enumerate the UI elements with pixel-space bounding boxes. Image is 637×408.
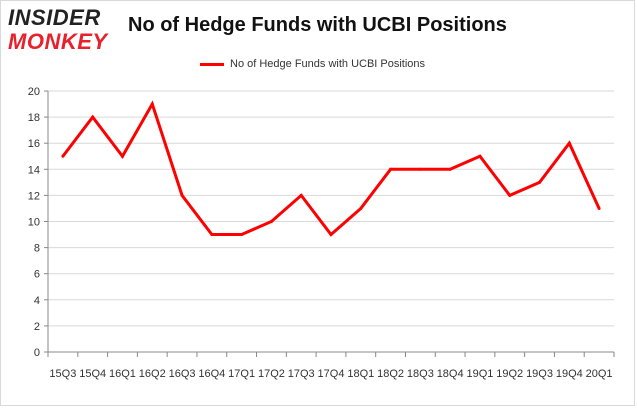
x-tick-label: 19Q2 [496,368,523,380]
x-tick-label: 15Q3 [49,368,76,380]
x-tick-label: 16Q3 [169,368,196,380]
data-point [478,154,482,158]
y-tick-label: 16 [28,138,40,150]
data-point [61,154,65,158]
x-tick-label: 18Q3 [407,368,434,380]
y-tick-label: 12 [28,190,40,202]
chart-title: No of Hedge Funds with UCBI Positions [128,14,507,36]
logo-text-bottom: MONKEY [8,29,108,54]
axes [44,90,615,357]
x-tick-label: 15Q4 [79,368,106,380]
x-tick-label: 20Q1 [586,368,613,380]
x-tick-label: 18Q2 [377,368,404,380]
legend-swatch [200,62,224,66]
data-point [418,167,422,171]
legend-label: No of Hedge Funds with UCBI Positions [230,58,426,70]
y-tick-label: 10 [28,217,40,229]
data-point [389,167,393,171]
y-tick-label: 0 [34,347,40,359]
y-tick-label: 8 [34,243,40,255]
data-point [91,115,95,119]
y-tick-label: 4 [34,295,40,307]
y-tick-label: 6 [34,269,40,281]
data-point [359,206,363,210]
x-tick-label: 17Q4 [318,368,345,380]
x-tick-label: 19Q4 [556,368,583,380]
data-point [538,180,542,184]
data-point [210,233,214,237]
data-point [597,206,601,210]
x-tick-label: 18Q1 [347,368,374,380]
x-tick-label: 19Q3 [526,368,553,380]
x-tick-label: 16Q1 [109,368,136,380]
series-layer [61,100,601,237]
data-point [299,193,303,197]
data-point [180,193,184,197]
y-tick-label: 20 [28,86,40,98]
y-tick-label: 2 [34,321,40,333]
data-point [329,233,333,237]
y-tick-label: 14 [28,164,40,176]
data-point [567,141,571,145]
data-point [269,220,273,223]
data-point [150,102,154,106]
x-tick-label: 16Q2 [139,368,166,380]
x-tick-label: 19Q1 [466,368,493,380]
logo-text-top: INSIDER [8,5,101,30]
x-tick-label: 18Q4 [437,368,464,380]
x-tick-label: 17Q3 [288,368,315,380]
x-tick-label: 17Q2 [258,368,285,380]
data-point [240,233,244,237]
x-tick-label: 17Q1 [228,368,255,380]
y-tick-label: 18 [28,112,40,124]
x-tick-label: 16Q4 [198,368,225,380]
gridlines [48,90,614,327]
data-point [120,154,124,158]
y-tick-labels: 0 2 4 6 8 10 12 14 16 18 20 [28,86,40,359]
data-point [448,167,452,171]
x-tick-labels: 15Q3 15Q4 16Q1 16Q2 16Q3 16Q4 17Q1 17Q2 17Q3 17Q4… [49,368,612,380]
chart-legend: No of Hedge Funds with UCBI Positions [200,56,425,72]
insider-monkey-logo: INSIDER MONKEY [8,7,120,55]
data-point [508,193,512,197]
